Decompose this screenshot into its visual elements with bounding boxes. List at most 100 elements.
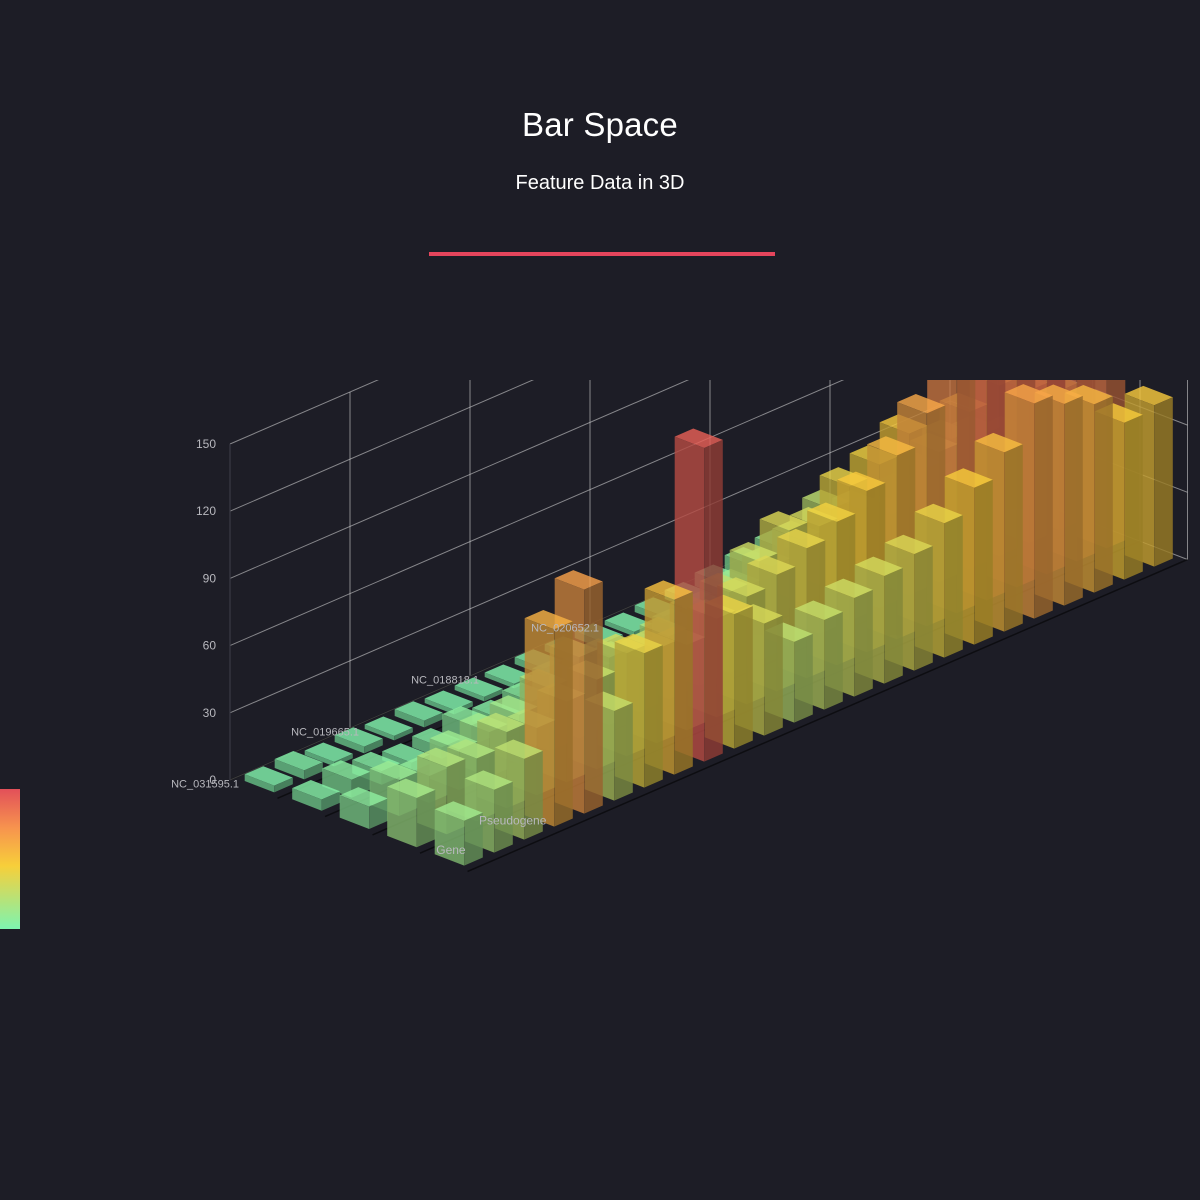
bar-top [1004, 384, 1053, 404]
bar-side [304, 762, 323, 780]
bar-top [464, 770, 513, 790]
bar[interactable] [244, 766, 293, 793]
bar-side [321, 791, 341, 811]
bar[interactable] [292, 780, 341, 811]
bar-side [1094, 396, 1113, 593]
bar-side [1004, 444, 1023, 632]
bar-top [674, 428, 723, 448]
bar-top [794, 600, 843, 620]
bar-front [244, 774, 275, 793]
bar-top [807, 502, 856, 522]
bar-side [1064, 395, 1083, 606]
x-tick-label: NC_019665.1 [291, 727, 359, 739]
bar-side [644, 645, 663, 788]
bar[interactable] [387, 778, 436, 848]
bar-side [824, 611, 843, 710]
x-tick-label: NC_020652.1 [531, 623, 599, 635]
bar-top [614, 633, 663, 654]
bar-side [764, 615, 783, 736]
bar-top [434, 801, 483, 821]
bar[interactable] [434, 801, 483, 866]
bar-side [1124, 414, 1143, 580]
bar-front [394, 709, 425, 728]
bar-top [777, 528, 826, 549]
bar-side [974, 479, 993, 645]
bar-front [274, 759, 305, 780]
bar-front [604, 620, 635, 637]
bar-top [494, 739, 543, 759]
bar-top [454, 677, 503, 697]
y-tick-label: Gene [436, 843, 466, 857]
z-tick-label: 60 [203, 639, 217, 653]
bar3d-chart[interactable]: 0 30 60 90 120 150 NC_031595.1 NC_019665.1 NC_01… [0, 380, 1200, 935]
bar-top [477, 712, 526, 733]
bar[interactable] [454, 677, 503, 702]
bar-top [274, 751, 323, 771]
chart-labels: 0 30 60 90 120 150 NC_031595.1 NC_019665.1 NC_01… [171, 437, 599, 857]
bar-front [304, 750, 335, 767]
bar-front [339, 795, 370, 829]
bar-side [884, 568, 903, 684]
bar-front [387, 786, 417, 848]
bar-top [717, 577, 766, 597]
bar-side [734, 606, 753, 749]
bar-top [867, 436, 916, 456]
bar-front [364, 724, 395, 741]
bar-side [464, 812, 483, 866]
bar-side [854, 589, 873, 697]
bar[interactable] [364, 716, 413, 741]
bar[interactable] [334, 727, 383, 754]
bar-side [494, 781, 513, 853]
chart-bars [244, 380, 1173, 866]
bar-top [554, 570, 603, 590]
bar[interactable] [274, 751, 323, 780]
bar-side [674, 591, 693, 775]
bar-top [364, 716, 413, 736]
visual-map-legend[interactable] [0, 789, 20, 929]
bar-top [322, 760, 371, 780]
bar[interactable] [394, 701, 443, 728]
z-tick-label: 0 [209, 773, 216, 787]
bar-top [339, 787, 388, 807]
bar-side [394, 727, 413, 741]
bar-top [524, 610, 573, 630]
bar-side [614, 702, 633, 801]
bar-side [554, 621, 573, 827]
bar-top [944, 468, 993, 488]
bar-top [884, 534, 933, 555]
floor-line [467, 558, 1188, 873]
bar-top [334, 727, 383, 747]
bar-side [794, 633, 813, 723]
z-tick-label: 150 [196, 437, 216, 451]
bar-top [1034, 384, 1083, 404]
bar-top [424, 690, 473, 710]
bar-top [387, 778, 436, 798]
bar-side [416, 789, 436, 848]
chart-svg[interactable]: 0 30 60 90 120 150 NC_031595.1 NC_019665.1 NC_01… [0, 380, 1200, 935]
bar-top [1124, 385, 1173, 406]
bar-top [974, 432, 1023, 453]
bar-side [369, 798, 388, 829]
bar-side [1034, 395, 1053, 619]
bar[interactable] [339, 787, 388, 829]
bar-top [897, 394, 946, 414]
bar-top [824, 578, 873, 598]
bar-front [454, 685, 485, 702]
bar-top [747, 555, 796, 575]
bar-top [644, 580, 693, 600]
bar-top [447, 739, 496, 759]
x-tick-label: NC_018818.1 [411, 675, 479, 687]
bar-front [434, 809, 465, 866]
x-tick-label: NC_031595.1 [171, 779, 239, 791]
bar-side [914, 546, 933, 671]
bar-side [584, 581, 603, 814]
bar-side [484, 688, 503, 702]
bar-top [369, 760, 418, 781]
bar-side [1154, 397, 1173, 567]
bar-front [424, 698, 455, 715]
bar-side [424, 712, 443, 728]
bar-top [837, 471, 886, 491]
z-tick-label: 30 [203, 706, 217, 720]
visual-map-bar[interactable] [0, 789, 20, 929]
bar-front [322, 768, 352, 798]
